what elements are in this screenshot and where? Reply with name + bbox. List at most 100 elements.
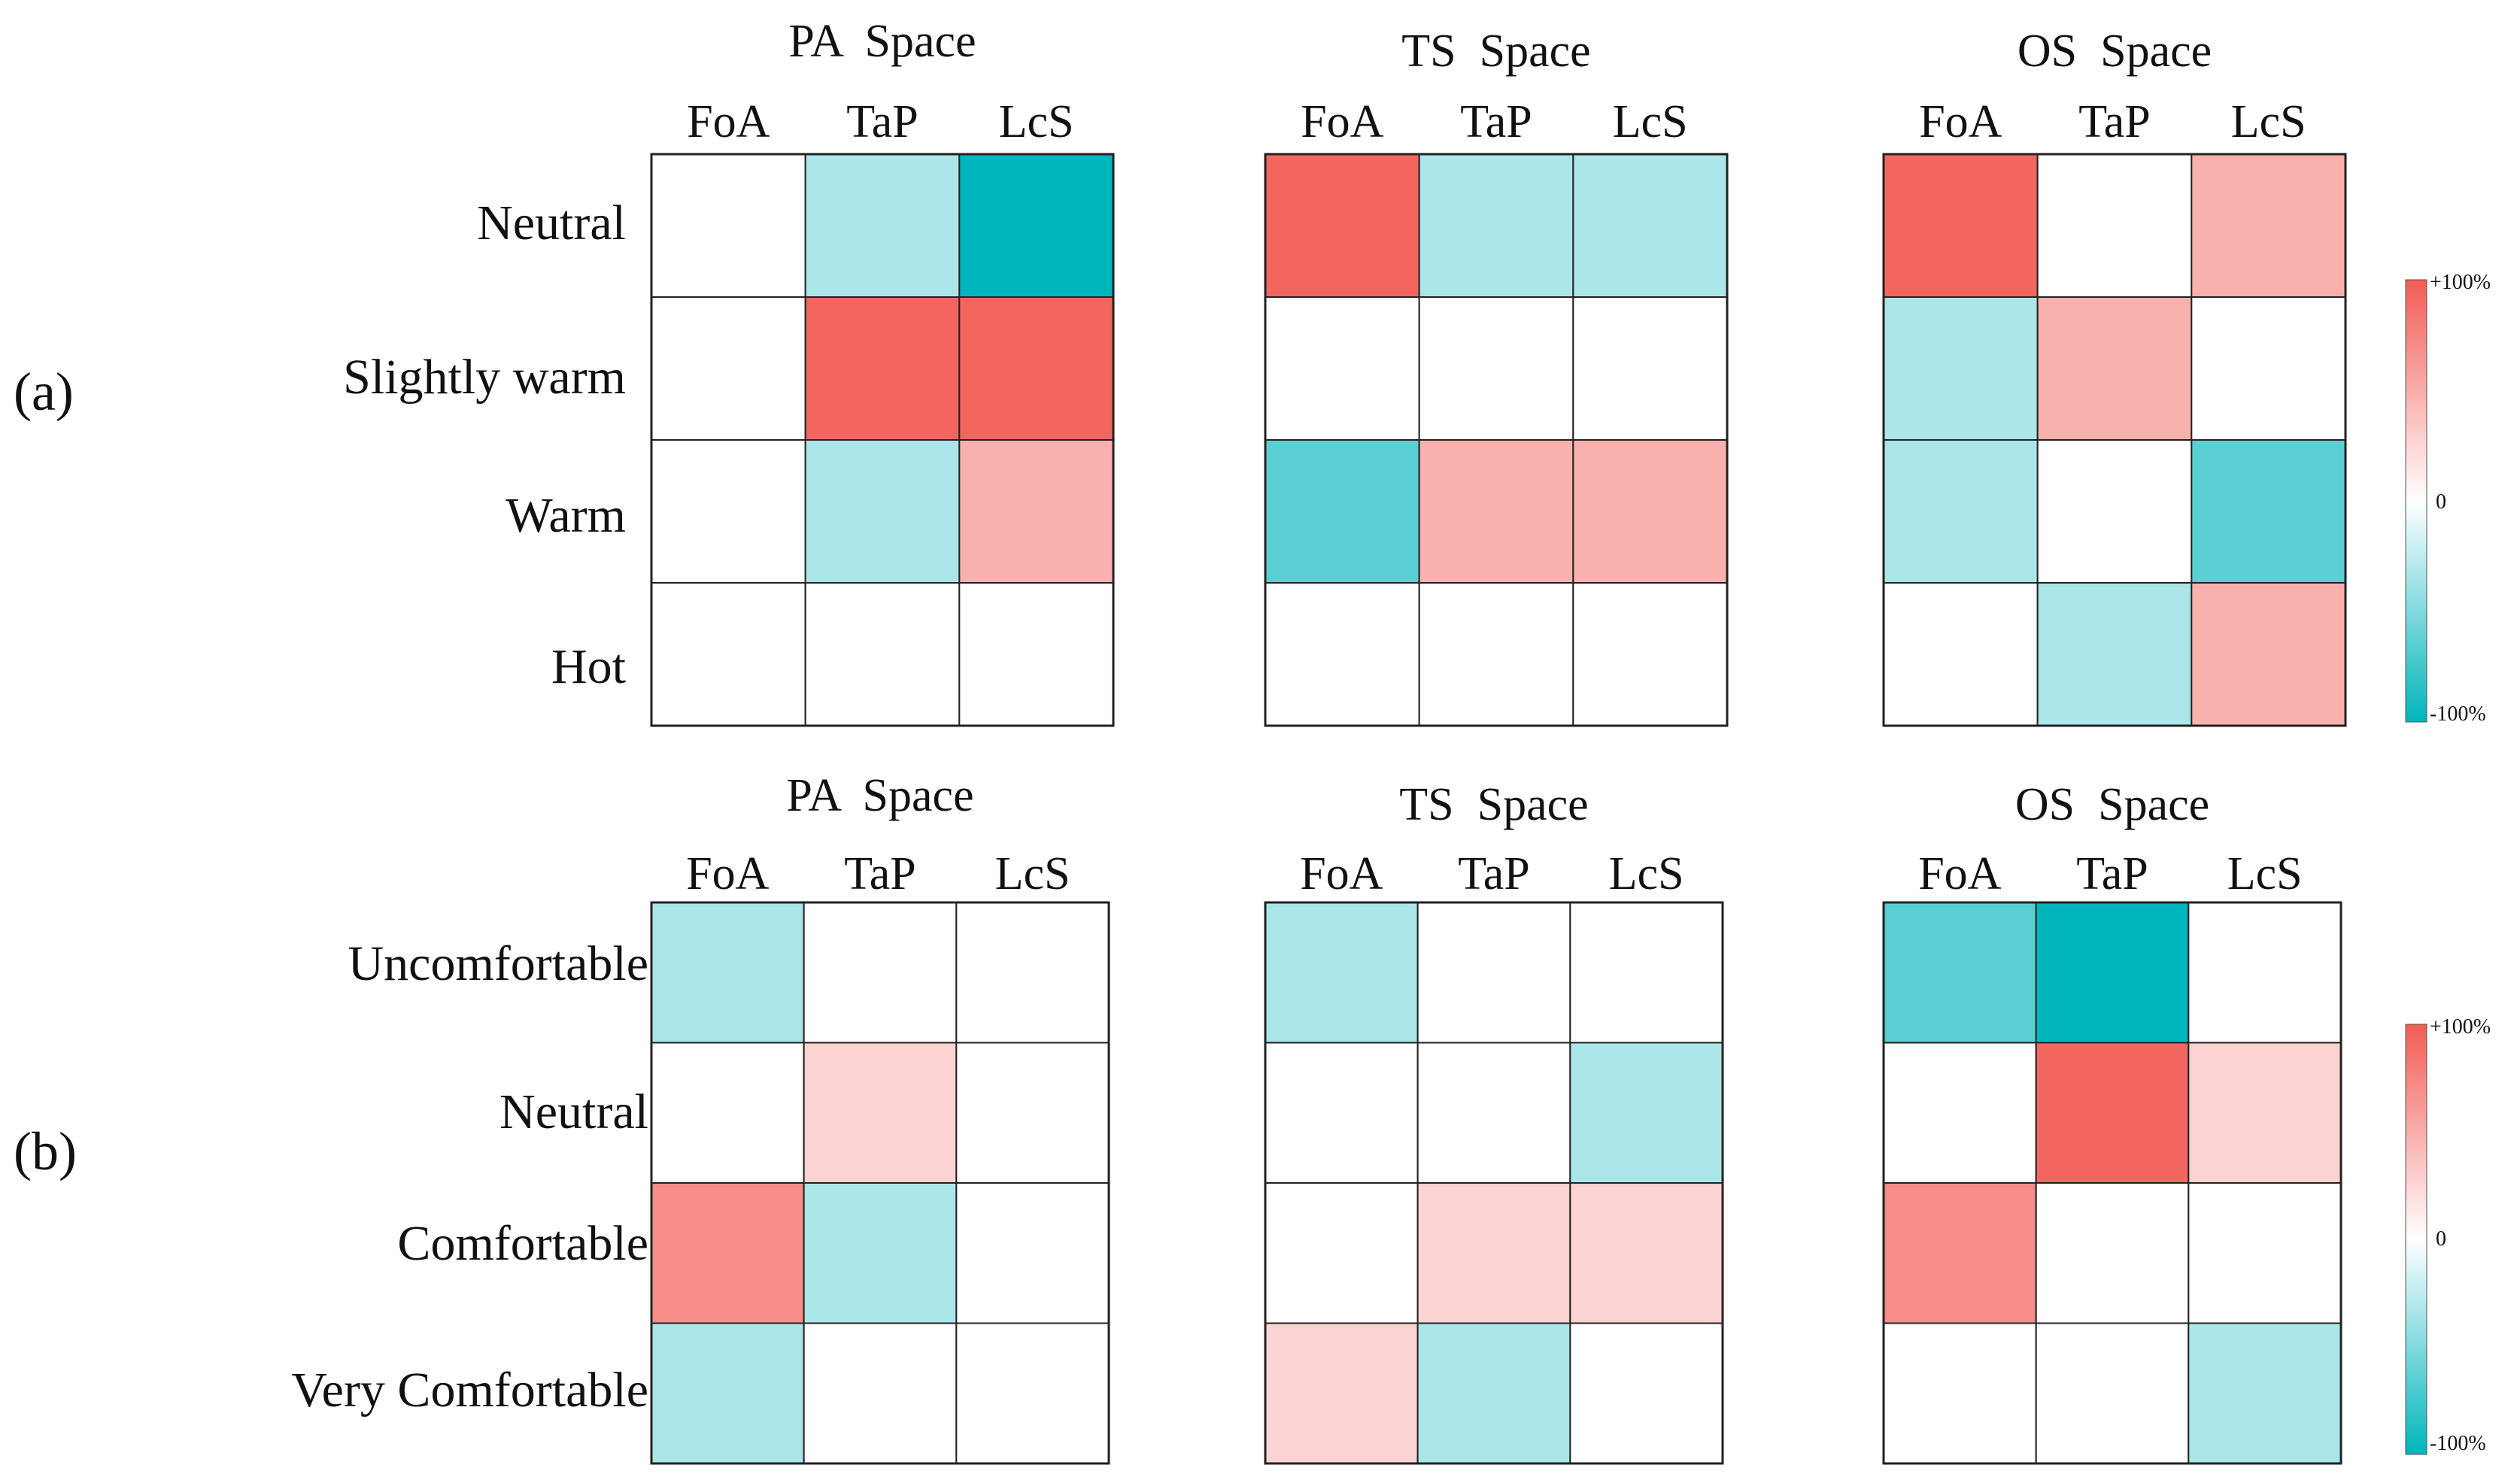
column-label: LcS	[999, 96, 1074, 147]
column-label: LcS	[995, 848, 1070, 899]
column-label: FoA	[1300, 848, 1383, 899]
heatmap-cell	[955, 1322, 1110, 1464]
heatmap-frame	[1264, 901, 1724, 1465]
panel-b-row-labels: Uncomfortable Neutral Comfortable Very C…	[291, 936, 648, 1418]
column-label: FoA	[1919, 96, 2002, 147]
heatmap-frame	[1882, 901, 2342, 1465]
row-label-warm: Warm	[506, 488, 626, 543]
heatmap-cell	[1883, 1042, 2037, 1184]
heatmap-cell	[1418, 582, 1574, 726]
heatmap-cell	[1265, 153, 1420, 298]
row-label-uncomfortable: Uncomfortable	[348, 936, 648, 991]
heatmap-cell	[1883, 439, 2039, 584]
heatmap-a-os: OS Space FoA TaP LcS	[1882, 26, 2347, 727]
heatmap-frame	[650, 901, 1110, 1465]
heatmap-cell	[803, 1182, 958, 1324]
heatmap-cell	[1265, 582, 1420, 726]
heatmap-cell	[1569, 1042, 1723, 1184]
heatmap-cell	[804, 582, 961, 726]
heatmap-title: OS Space	[2015, 779, 2209, 830]
heatmap-cell	[2188, 1322, 2342, 1464]
heatmap-cell	[1883, 582, 2039, 726]
heatmap-a-ts: TS Space FoA TaP LcS	[1264, 26, 1729, 727]
heatmap-cell	[1883, 153, 2039, 298]
heatmap-cell	[955, 1182, 1110, 1324]
heatmap-cell	[955, 1042, 1110, 1184]
heatmap-b-pa: PA Space FoA TaP LcS	[650, 770, 1110, 1465]
heatmap-cell	[1572, 296, 1728, 441]
heatmap-cell	[1418, 153, 1574, 298]
column-label: LcS	[1613, 96, 1688, 147]
column-label: LcS	[2227, 848, 2303, 899]
heatmap-cell	[958, 153, 1115, 298]
row-label-hot: Hot	[551, 639, 626, 694]
heatmap-cell	[2035, 1322, 2190, 1464]
heatmap-cell	[804, 153, 961, 298]
heatmap-cell	[1265, 1182, 1419, 1324]
heatmap-cell	[2191, 582, 2346, 726]
heatmap-cell	[1883, 902, 2037, 1044]
column-label: LcS	[1609, 848, 1684, 899]
heatmap-cell	[1572, 153, 1728, 298]
heatmap-cell	[803, 1322, 958, 1464]
heatmap-cell	[1416, 1182, 1571, 1324]
heatmap-cell	[1265, 902, 1419, 1044]
heatmap-cell	[803, 1042, 958, 1184]
heatmap-cell	[804, 439, 961, 584]
colorbar-b-gradient	[2405, 1024, 2427, 1455]
row-label-neutral: Neutral	[477, 196, 626, 250]
heatmap-title: TS Space	[1401, 26, 1590, 77]
heatmap-cell	[1418, 439, 1574, 584]
heatmap-cell	[1416, 1322, 1571, 1464]
column-label: TaP	[844, 848, 916, 899]
column-label: TaP	[1460, 96, 1532, 147]
heatmap-cell	[2188, 902, 2342, 1044]
heatmap-cell	[2036, 296, 2193, 441]
colorbar-a: +100% 0 -100%	[2405, 271, 2491, 726]
heatmap-b-os: OS Space FoA TaP LcS	[1882, 779, 2342, 1465]
colorbar-a-gradient	[2405, 279, 2427, 723]
heatmap-cell	[2188, 1182, 2342, 1324]
colorbar-b-mid: 0	[2436, 1227, 2446, 1251]
heatmap-cell	[651, 1182, 805, 1324]
heatmap-cell	[803, 902, 958, 1044]
heatmap-cell	[1265, 296, 1420, 441]
heatmap-cell	[1572, 439, 1728, 584]
heatmap-cell	[2036, 439, 2193, 584]
column-label: FoA	[687, 96, 770, 147]
colorbar-a-min: -100%	[2430, 702, 2486, 726]
heatmap-cell	[2035, 1182, 2190, 1324]
colorbar-a-mid: 0	[2436, 490, 2446, 514]
heatmap-cell	[1418, 296, 1574, 441]
heatmap-cell	[1569, 902, 1723, 1044]
heatmap-cell	[955, 902, 1110, 1044]
heatmap-cell	[1416, 902, 1571, 1044]
column-label: TaP	[1458, 848, 1530, 899]
heatmap-a-pa: PA Space FoA TaP LcS	[650, 16, 1115, 727]
panel-b-tag: (b)	[14, 1121, 77, 1181]
heatmap-frame	[650, 153, 1115, 727]
column-label: TaP	[2078, 96, 2151, 147]
heatmap-cell	[1569, 1322, 1723, 1464]
heatmap-cell	[1572, 582, 1728, 726]
column-label: TaP	[846, 96, 918, 147]
heatmap-cell	[651, 1322, 805, 1464]
heatmap-title: PA Space	[788, 16, 976, 67]
heatmap-cell	[651, 902, 805, 1044]
row-label-neutral-b: Neutral	[499, 1084, 648, 1139]
colorbar-b-max: +100%	[2430, 1015, 2491, 1039]
row-label-comfortable: Comfortable	[397, 1216, 648, 1271]
heatmap-cell	[1416, 1042, 1571, 1184]
heatmap-cell	[2036, 582, 2193, 726]
heatmap-cell	[1883, 296, 2039, 441]
row-label-very-comfortable: Very Comfortable	[291, 1363, 648, 1418]
panel-a-tag: (a)	[14, 362, 74, 422]
heatmap-cell	[651, 1042, 805, 1184]
heatmap-cell	[1265, 439, 1420, 584]
heatmap-title: TS Space	[1399, 779, 1588, 830]
colorbar-a-max: +100%	[2430, 271, 2491, 294]
heatmap-cell	[2035, 1042, 2190, 1184]
heatmap-cell	[1569, 1182, 1723, 1324]
